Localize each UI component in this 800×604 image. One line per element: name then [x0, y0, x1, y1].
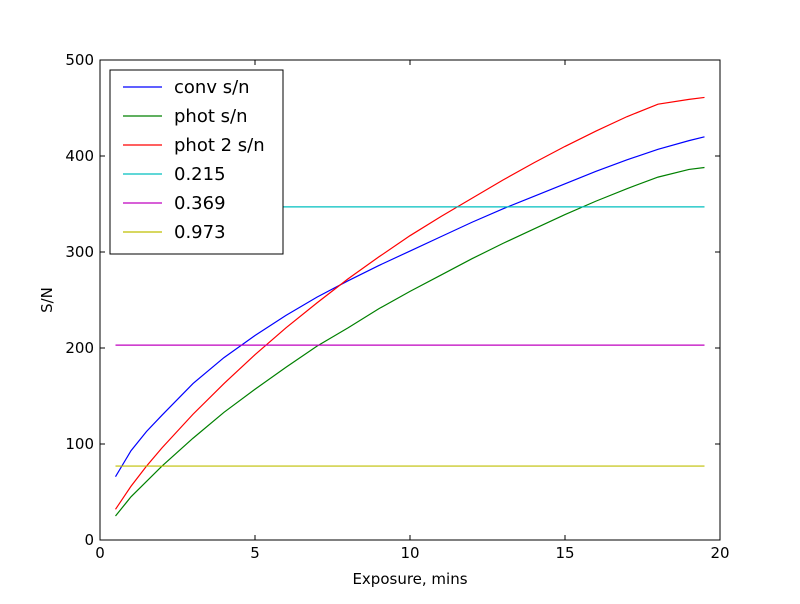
x-tick-label: 10 [400, 544, 419, 562]
legend-label: conv s/n [174, 77, 250, 98]
series-line-3 [115, 96, 705, 510]
legend-label: 0.369 [174, 193, 226, 214]
x-tick-label: 20 [710, 544, 729, 562]
x-axis-label: Exposure, mins [352, 570, 467, 588]
legend-box [109, 69, 284, 255]
legend-label: 0.215 [174, 164, 226, 185]
x-tick-label: 5 [250, 544, 260, 562]
legend: conv s/n phot s/n phot 2 s/n 0.215 0.369 0.97… [109, 69, 284, 255]
y-tick-label: 300 [65, 243, 94, 261]
series-line-2 [115, 166, 705, 517]
y-tick-label: 500 [65, 51, 94, 69]
legend-label: phot s/n [174, 106, 247, 127]
legend-label: phot 2 s/n [174, 135, 265, 156]
y-tick-label: 200 [65, 339, 94, 357]
y-axis-label: S/N [38, 287, 56, 313]
y-tick-label: 0 [84, 531, 94, 549]
x-tick-label: 15 [555, 544, 574, 562]
series-line-1 [114, 136, 705, 477]
x-tick-label: 0 [95, 544, 105, 562]
y-tick-label: 400 [65, 147, 94, 165]
legend-label: 0.973 [174, 222, 226, 243]
y-tick-label: 100 [65, 435, 94, 453]
